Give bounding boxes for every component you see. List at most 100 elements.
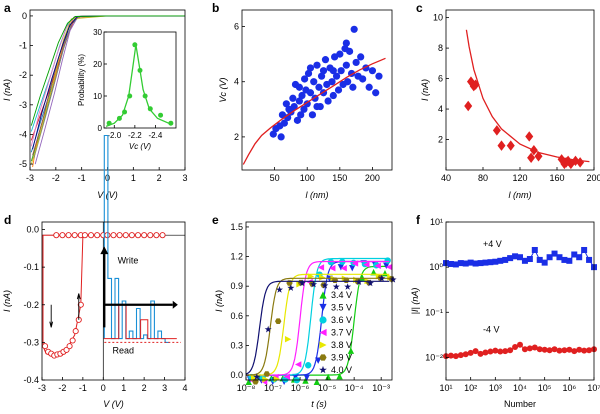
panel-a-x-tick-label: 3	[182, 173, 187, 183]
write-steps	[103, 134, 169, 343]
panel-a-x-tick-label: -1	[78, 173, 86, 183]
panel-c-xlabel: l (nm)	[509, 190, 532, 200]
retention-marker	[492, 347, 499, 354]
retention-marker	[477, 350, 484, 357]
series-marker	[275, 318, 282, 324]
switching-curve	[246, 277, 390, 376]
scatter-point	[290, 102, 298, 111]
panel-f-x-tick-label: 10³	[489, 383, 502, 393]
panel-d-xlabel: V (V)	[103, 399, 124, 409]
series-marker	[366, 279, 374, 287]
series-marker	[298, 279, 306, 287]
up-arrow	[76, 293, 81, 320]
scatter-point	[289, 94, 297, 102]
retention-marker	[477, 260, 484, 267]
panel-c-x-tick-label: 160	[549, 173, 564, 183]
open-circle-marker	[77, 301, 84, 308]
retention-marker	[497, 348, 504, 355]
panel-b-x-tick-label: 50	[270, 173, 280, 183]
legend-marker	[319, 316, 327, 324]
panel-e-y-tick-label: 1.2	[230, 252, 243, 262]
panel-d-ylabel: I (nA)	[2, 290, 12, 312]
series-marker	[262, 376, 269, 383]
scatter-point	[295, 83, 303, 91]
retention-marker	[576, 254, 583, 261]
open-circle-marker	[87, 232, 95, 239]
scatter-point	[280, 119, 288, 127]
legend-label: 3.5 V	[331, 303, 352, 313]
scatter-point	[310, 78, 318, 86]
panel-c-x-tick-label: 200	[586, 173, 600, 183]
panel-d-x-tick-label: -3	[38, 383, 46, 393]
retention-marker	[551, 250, 558, 257]
scatter-point	[282, 100, 290, 108]
open-circle-marker	[128, 232, 135, 239]
retention-marker	[447, 352, 454, 359]
panel-b-axes	[241, 9, 393, 171]
series-marker	[276, 286, 283, 293]
inset-y-tick-label: 0	[98, 124, 103, 133]
retention-marker	[447, 260, 454, 267]
retention-marker	[521, 346, 528, 353]
panel-b-xlabel: l (nm)	[306, 190, 329, 200]
series-marker	[273, 375, 281, 383]
panel-e-x-tick-label: 10⁻⁵	[318, 383, 337, 393]
series-marker	[349, 265, 356, 272]
panel-b-y-tick-label: 2	[234, 132, 239, 142]
legend-label: 4.0 V	[331, 365, 352, 375]
scatter-point	[324, 97, 332, 105]
retention-marker	[452, 353, 459, 360]
retention-marker	[546, 254, 553, 261]
retention-marker	[551, 346, 558, 353]
panel-e-y-tick-label: 0.0	[230, 370, 243, 380]
series-marker	[351, 260, 359, 267]
panel-c-y-tick-label: 6	[438, 74, 443, 84]
panel-c-x-tick-label: 120	[512, 173, 527, 183]
panel-e-ylabel: I (nA)	[214, 290, 224, 312]
retention-marker	[581, 246, 588, 253]
scatter-point	[564, 155, 573, 167]
series-marker	[374, 262, 381, 270]
panel-f-axes	[445, 221, 595, 381]
series-marker	[284, 335, 292, 343]
panel-f-y-tick-label: 10⁻¹	[425, 307, 443, 317]
open-circle-marker	[71, 232, 78, 239]
panel-e-xlabel: t (s)	[311, 399, 327, 409]
retention-marker	[546, 347, 553, 354]
scatter-point	[372, 89, 380, 97]
panel-f-y-tick-label: 10⁰	[429, 262, 443, 272]
scatter-point	[346, 47, 354, 55]
retention-marker	[556, 347, 563, 354]
series-marker	[389, 276, 397, 283]
panel-letter-a: a	[4, 1, 11, 15]
series-label: -4 V	[483, 325, 500, 335]
series-marker	[303, 374, 311, 381]
scatter-point	[313, 102, 321, 111]
scatter-point	[506, 140, 515, 151]
panel-f-x-tick-label: 10²	[464, 383, 477, 393]
legend-marker	[319, 291, 327, 299]
panel-e-y-tick-label: 0.6	[230, 311, 243, 321]
panel-b-x-tick-label: 100	[300, 173, 315, 183]
open-circle-marker	[94, 232, 101, 239]
scatter-point	[329, 91, 337, 100]
retention-marker	[586, 256, 593, 263]
panel-e-axes	[245, 221, 393, 381]
retention-marker	[482, 349, 489, 356]
panel-e-y-tick-label: 0.9	[230, 281, 243, 291]
scatter-point	[336, 50, 344, 58]
panel-f-y-tick-label: 10⁻²	[425, 352, 443, 362]
retention-marker	[571, 251, 578, 258]
inset-ylabel: Probability (%)	[77, 54, 86, 106]
legend-marker	[319, 365, 327, 374]
series-marker	[294, 361, 302, 368]
open-circle-marker	[141, 232, 148, 239]
retention-marker	[467, 349, 474, 356]
scatter-point	[529, 144, 538, 156]
retention-marker	[507, 255, 514, 262]
retention-marker	[556, 254, 563, 261]
panel-a-x-tick-label: 2	[157, 173, 162, 183]
series-marker	[384, 257, 391, 264]
scatter-point	[297, 111, 305, 119]
